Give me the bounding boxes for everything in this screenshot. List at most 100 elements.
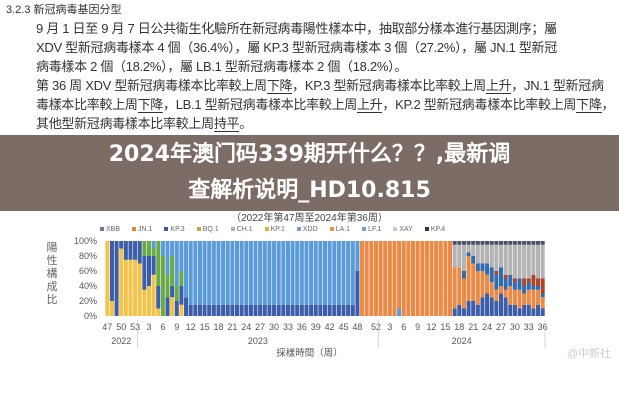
bar-segment (466, 252, 471, 256)
bar-segment (466, 244, 471, 253)
bar-segment (151, 248, 156, 256)
bar-segment (336, 241, 341, 305)
bar-segment-other (461, 241, 466, 245)
para1-line1: 9 月 1 日至 9 月 7 日公共衛生化驗所在新冠病毒陽性樣本中，抽取部分樣本… (36, 21, 557, 36)
legend-swatch (362, 227, 367, 232)
bar-segment (128, 259, 133, 316)
bar-segment (299, 304, 304, 316)
x-tick-label: 30 (269, 322, 279, 332)
bar-segment (392, 241, 397, 316)
watermark-logo: @中新社 (566, 348, 611, 360)
legend-item: XBB (100, 225, 120, 234)
bar-segment-other (457, 241, 462, 245)
bar-segment (536, 304, 541, 316)
bar-segment (142, 241, 147, 256)
bar-segment (299, 241, 304, 305)
legend-swatch (424, 227, 429, 232)
legend-label: KP.1 (270, 226, 285, 233)
bar-segment (230, 241, 235, 305)
bar-segment (165, 297, 170, 316)
bar-segment-other (489, 241, 494, 245)
chart-legend: XBB JN.1 KP.3 BQ.1 CH.1 KP.1 XDD LA.1 LF.1 XAY KP.… (100, 225, 560, 234)
legend-item: CH.1 (230, 225, 253, 234)
bar-segment (146, 256, 152, 286)
bar-segment (248, 304, 253, 316)
bar-segment (253, 304, 258, 316)
bar-segment (475, 304, 480, 316)
bar-segment-other (526, 241, 531, 245)
x-tick-label: 53 (130, 322, 140, 332)
bar-segment (332, 304, 337, 316)
bar-segment (531, 286, 536, 290)
bar-segment (508, 304, 513, 316)
x-tick-label: 27 (496, 322, 506, 332)
bar-segment (401, 241, 406, 316)
bar-segment (420, 241, 425, 316)
y-tick-label: 40% (79, 281, 97, 291)
bar-segment (156, 286, 161, 309)
bar-segment (160, 241, 165, 256)
legend-label: XDD (302, 226, 318, 233)
bar-segment (498, 286, 504, 294)
para1-line3: 病毒樣本 2 個（18.2%），屬 LB.1 型新冠病毒樣本 2 個（18.2%… (36, 59, 407, 74)
bar-segment (309, 304, 314, 316)
chart-subtitle: （2022年第47周至2024年第36周） (231, 213, 388, 224)
legend-label: LF.1 (368, 226, 382, 233)
headline[interactable]: 2024年澳门码339期开什么？？,最新调 查解析说明_HD10.815 (0, 137, 619, 209)
bar-segment-other (480, 241, 485, 245)
x-tick-label: 42 (325, 322, 335, 332)
bar-segment (290, 241, 295, 305)
bar-segment (123, 259, 128, 316)
bar-segment (503, 289, 508, 298)
bar-segment (522, 244, 527, 279)
x-tick-label: 36 (297, 322, 307, 332)
bar-segment (346, 304, 351, 316)
bar-segment (267, 241, 272, 305)
bar-segment (109, 241, 114, 301)
legend-swatch (132, 227, 137, 232)
x-tick-label: 15 (200, 322, 210, 332)
bar-segment (503, 297, 508, 316)
legend-item: LA.1 (329, 225, 350, 234)
bar-segment (211, 304, 216, 316)
x-tick-label: 9 (174, 322, 179, 332)
bar-segment (211, 241, 216, 305)
legend-item: XAY (393, 225, 413, 234)
bar-segment (332, 241, 337, 305)
bar-segment (526, 289, 531, 305)
bar-segment (174, 286, 179, 301)
legend-item: BQ.1 (196, 225, 219, 234)
bar-segment (489, 267, 494, 283)
bar-segment (475, 263, 480, 271)
bar-segment-other (471, 241, 476, 245)
legend-swatch (264, 227, 269, 232)
bar-segment (526, 282, 531, 290)
legend-label: CH.1 (236, 226, 253, 233)
x-tick-label: 47 (102, 322, 112, 332)
bar-segment (517, 289, 522, 309)
bar-segment (522, 286, 527, 294)
headline-line1: 2024年澳门码339期开什么？？,最新调 (108, 142, 511, 167)
bar-segment (438, 241, 443, 316)
bar-segment (508, 244, 513, 275)
bar-segment (119, 248, 124, 316)
bar-segment (276, 304, 281, 316)
bar-segment (295, 241, 300, 305)
bar-segment (494, 271, 499, 275)
x-tick-label: 9 (415, 322, 420, 332)
bar-segment (387, 241, 392, 316)
bar-segment (498, 267, 504, 286)
bar-segment (461, 308, 466, 316)
bar-segment (531, 308, 536, 316)
bar-segment (512, 278, 517, 283)
bar-segment (397, 241, 402, 309)
bar-segment (457, 244, 462, 268)
x-tick-label: 12 (186, 322, 196, 332)
bar-segment (480, 271, 485, 298)
bar-segment (452, 267, 457, 309)
bar-segment (373, 241, 378, 316)
bar-segment (406, 241, 411, 316)
bar-segment (327, 304, 332, 316)
bar-segment (512, 289, 517, 305)
bar-segment (475, 244, 480, 264)
